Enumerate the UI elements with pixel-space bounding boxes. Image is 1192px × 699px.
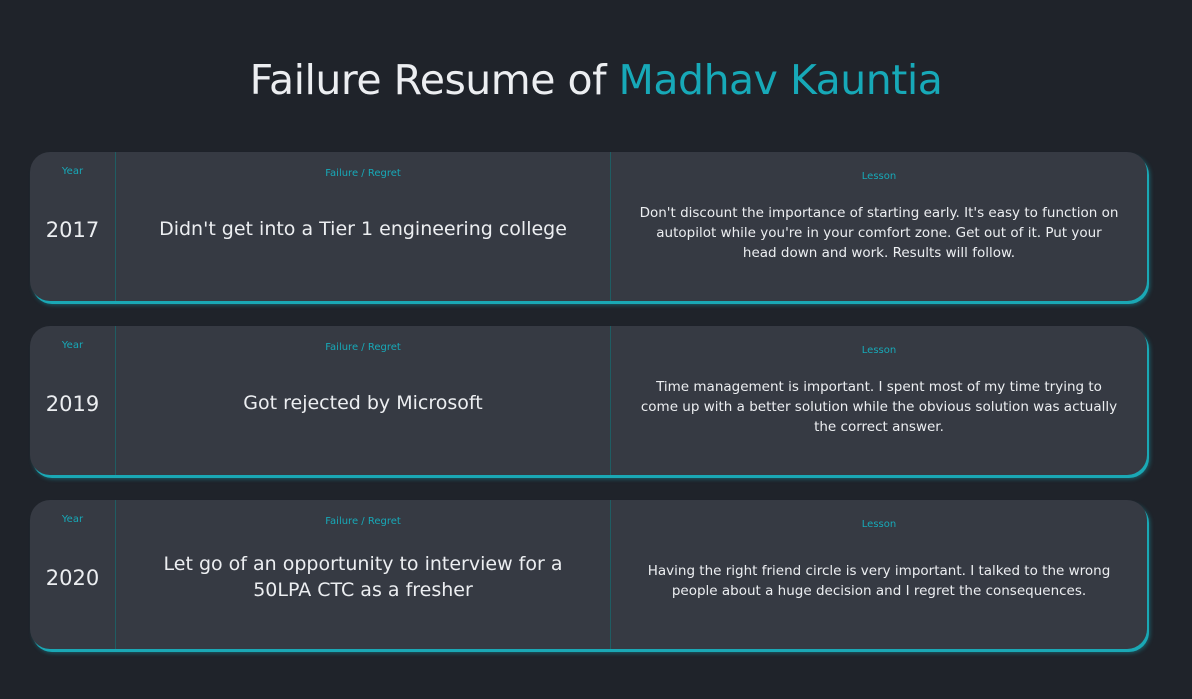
failure-text: Let go of an opportunity to interview fo… [163,552,563,601]
year-value: 2019 [45,392,100,416]
failure-column: Failure / Regret Didn't get into a Tier … [116,152,611,301]
failure-label: Failure / Regret [325,168,401,179]
title-name: Madhav Kauntia [618,56,943,105]
failure-list: Year 2017 Failure / Regret Didn't get in… [30,152,1148,674]
lesson-column: Lesson Having the right friend circle is… [611,500,1147,649]
lesson-label: Lesson [861,171,897,182]
failure-card: Year 2017 Failure / Regret Didn't get in… [30,152,1147,301]
failure-card: Year 2020 Failure / Regret Let go of an … [30,500,1147,649]
year-column: Year 2019 [30,326,116,475]
page-title: Failure Resume of Madhav Kauntia [0,55,1192,105]
lesson-label: Lesson [861,519,897,530]
year-label: Year [61,340,84,351]
lesson-column: Lesson Don't discount the importance of … [611,152,1147,301]
failure-label: Failure / Regret [325,516,401,527]
year-label: Year [61,166,84,177]
failure-label: Failure / Regret [325,342,401,353]
lesson-text: Having the right friend circle is very i… [647,562,1111,599]
failure-column: Failure / Regret Let go of an opportunit… [116,500,611,649]
lesson-column: Lesson Time management is important. I s… [611,326,1147,475]
year-label: Year [61,514,84,525]
failure-text: Got rejected by Microsoft [243,391,483,414]
failure-text: Didn't get into a Tier 1 engineering col… [159,217,567,240]
year-column: Year 2017 [30,152,116,301]
title-prefix: Failure Resume of [249,56,619,105]
failure-column: Failure / Regret Got rejected by Microso… [116,326,611,475]
lesson-text: Don't discount the importance of startin… [639,204,1119,261]
year-column: Year 2020 [30,500,116,649]
failure-card: Year 2019 Failure / Regret Got rejected … [30,326,1147,475]
lesson-text: Time management is important. I spent mo… [640,378,1118,435]
year-value: 2017 [45,218,100,242]
year-value: 2020 [45,566,100,590]
lesson-label: Lesson [861,345,897,356]
